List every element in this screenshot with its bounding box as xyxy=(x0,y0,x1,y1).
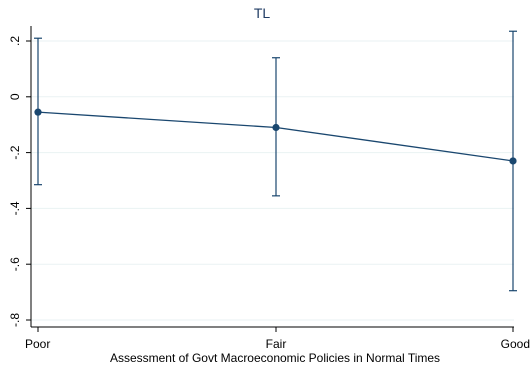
y-tick-label: 0 xyxy=(8,93,22,100)
series xyxy=(34,108,517,165)
y-ticks: .2 0 -.2 -.4 -.6 -.8 xyxy=(8,36,31,327)
y-tick-label: -.8 xyxy=(8,313,22,327)
data-point xyxy=(34,108,42,116)
x-tick-label: Fair xyxy=(266,337,287,351)
data-point xyxy=(272,123,280,132)
x-axis-title: Assessment of Govt Macroeconomic Policie… xyxy=(110,351,440,365)
chart-title: TL xyxy=(254,5,271,21)
y-tick-label: -.4 xyxy=(8,201,22,215)
y-tick-label: .2 xyxy=(8,36,22,46)
x-tick-label: Poor xyxy=(25,337,50,351)
y-tick-label: -.2 xyxy=(8,145,22,159)
grid xyxy=(31,40,514,321)
data-point xyxy=(509,157,517,165)
y-tick-label: -.6 xyxy=(8,257,22,271)
x-ticks: Poor Fair Good xyxy=(25,327,530,351)
axes xyxy=(30,26,514,328)
x-tick-label: Good xyxy=(501,337,530,351)
error-bars xyxy=(34,30,517,292)
